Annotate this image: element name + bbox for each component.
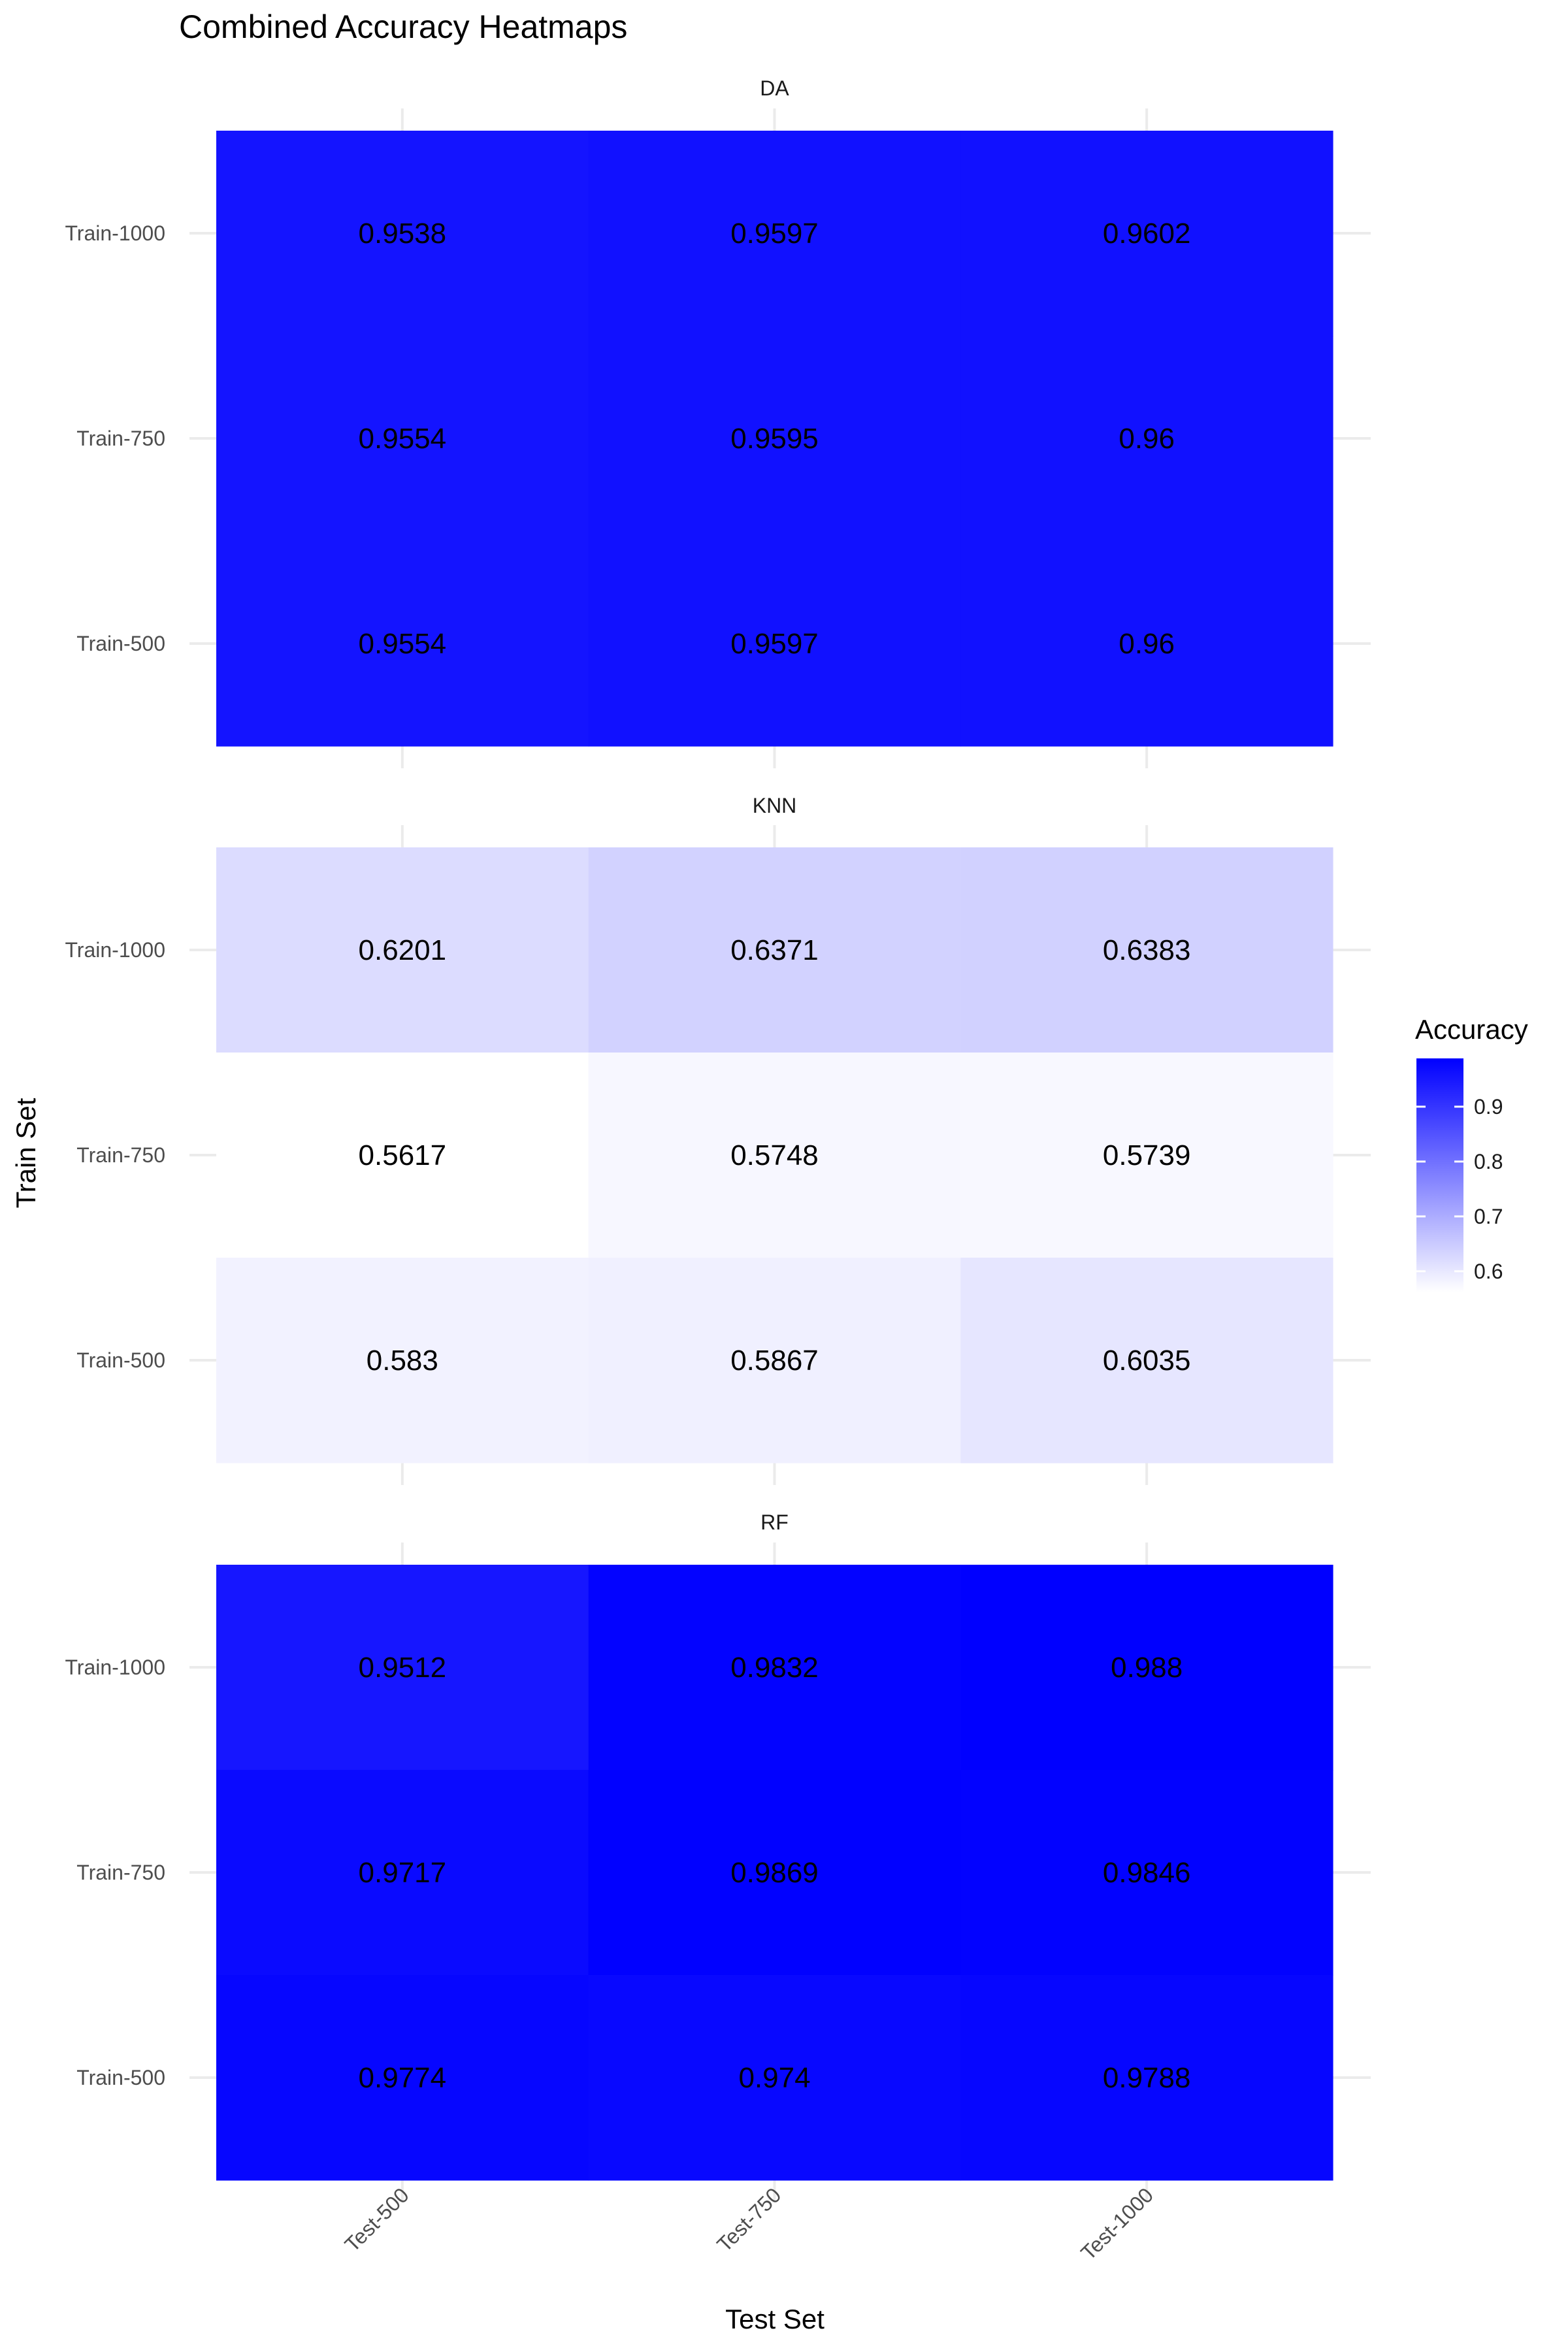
- heatmap-cell: [216, 847, 589, 1053]
- facet-label: KNN: [753, 794, 797, 817]
- facet-label: RF: [760, 1511, 789, 1534]
- x-tick-label: Test-500: [340, 2183, 414, 2256]
- heatmap-cell: [960, 336, 1333, 542]
- cell-value-label: 0.5739: [1103, 1139, 1191, 1171]
- legend-tick-label: 0.9: [1474, 1095, 1503, 1119]
- cell-value-label: 0.96: [1119, 628, 1175, 660]
- heatmap-cell: [216, 1258, 589, 1463]
- heatmap-cell: [588, 1770, 961, 1976]
- heatmap-cell: [216, 1975, 589, 2181]
- legend-tick-label: 0.6: [1474, 1260, 1503, 1283]
- cell-value-label: 0.6371: [730, 934, 819, 966]
- heatmap-cell: [960, 847, 1333, 1053]
- chart-title: Combined Accuracy Heatmaps: [179, 8, 627, 45]
- cell-value-label: 0.9595: [730, 423, 819, 455]
- cell-value-label: 0.9602: [1103, 218, 1191, 250]
- cell-value-label: 0.9597: [730, 628, 819, 660]
- cell-value-label: 0.9869: [730, 1857, 819, 1889]
- heatmap-cell: [216, 1770, 589, 1976]
- facet-label: DA: [760, 76, 789, 100]
- legend-tick-label: 0.8: [1474, 1150, 1503, 1173]
- y-tick-label: Train-1000: [65, 221, 165, 245]
- cell-value-label: 0.6383: [1103, 934, 1191, 966]
- legend-colorbar: [1416, 1058, 1463, 1292]
- y-tick-label: Train-750: [76, 1861, 165, 1884]
- cell-value-label: 0.5748: [730, 1139, 819, 1171]
- cell-value-label: 0.9832: [730, 1652, 819, 1684]
- cell-value-label: 0.6035: [1103, 1345, 1191, 1377]
- heatmap-cell: [960, 1258, 1333, 1463]
- cell-value-label: 0.9846: [1103, 1857, 1191, 1889]
- cell-value-label: 0.9538: [359, 218, 447, 250]
- heatmap-cell: [588, 131, 961, 336]
- cell-value-label: 0.9597: [730, 218, 819, 250]
- y-axis-title: Train Set: [10, 1098, 41, 1208]
- heatmap-cell: [216, 336, 589, 542]
- cell-value-label: 0.9512: [359, 1652, 447, 1684]
- heatmap-cell: [960, 131, 1333, 336]
- y-tick-label: Train-750: [76, 427, 165, 450]
- facet-knn: KNN 0.6201 0.6371 0.6383 0.5617 0.5748 0.5739 0…: [65, 794, 1371, 1485]
- cell-value-label: 0.988: [1111, 1652, 1183, 1684]
- heatmap-cell: [960, 1975, 1333, 2181]
- cell-value-label: 0.583: [367, 1345, 438, 1377]
- facet-rf: RF 0.9512 0.9832 0.988 0.9717 0.9869 0.9846 0.9…: [65, 1511, 1371, 2202]
- y-tick-label: Train-1000: [65, 938, 165, 962]
- heatmap-cell: [960, 1565, 1333, 1771]
- cell-value-label: 0.6201: [359, 934, 447, 966]
- cell-value-label: 0.96: [1119, 423, 1175, 455]
- heatmap-cell: [960, 1053, 1333, 1258]
- heatmap-cell: [588, 1975, 961, 2181]
- cell-value-label: 0.974: [738, 2062, 810, 2094]
- y-tick-label: Train-750: [76, 1143, 165, 1167]
- heatmap-cell: [216, 1053, 589, 1258]
- heatmap-cell: [588, 1258, 961, 1463]
- legend: Accuracy 0.6 0.7 0.8 0.9: [1415, 1014, 1528, 1292]
- heatmap-cell: [216, 541, 589, 747]
- x-tick-label: Test-750: [712, 2183, 785, 2256]
- y-tick-label: Train-500: [76, 632, 165, 655]
- cell-value-label: 0.9788: [1103, 2062, 1191, 2094]
- heatmap-cell: [588, 1565, 961, 1771]
- heatmap-cell: [588, 336, 961, 542]
- heatmap-cell: [960, 1770, 1333, 1976]
- legend-title: Accuracy: [1415, 1014, 1528, 1045]
- heatmap-cell: [216, 1565, 589, 1771]
- cell-value-label: 0.5617: [359, 1139, 447, 1171]
- cell-value-label: 0.9717: [359, 1857, 447, 1889]
- heatmap-cell: [588, 847, 961, 1053]
- x-tick-label: Test-1000: [1076, 2183, 1158, 2264]
- facet-da: DA 0.9538 0.9597 0.9602 0.9554 0.9595 0.96 0.95…: [65, 76, 1371, 768]
- y-tick-label: Train-1000: [65, 1656, 165, 1679]
- heatmap-cell: [588, 541, 961, 747]
- cell-value-label: 0.9554: [359, 423, 447, 455]
- cell-value-label: 0.9554: [359, 628, 447, 660]
- x-axis-title: Test Set: [725, 2304, 825, 2334]
- y-tick-label: Train-500: [76, 1348, 165, 1372]
- legend-tick-label: 0.7: [1474, 1205, 1503, 1228]
- cell-value-label: 0.9774: [359, 2062, 447, 2094]
- heatmap-cell: [588, 1053, 961, 1258]
- cell-value-label: 0.5867: [730, 1345, 819, 1377]
- heatmap-cell: [960, 541, 1333, 747]
- y-tick-label: Train-500: [76, 2066, 165, 2089]
- heatmap-cell: [216, 131, 589, 336]
